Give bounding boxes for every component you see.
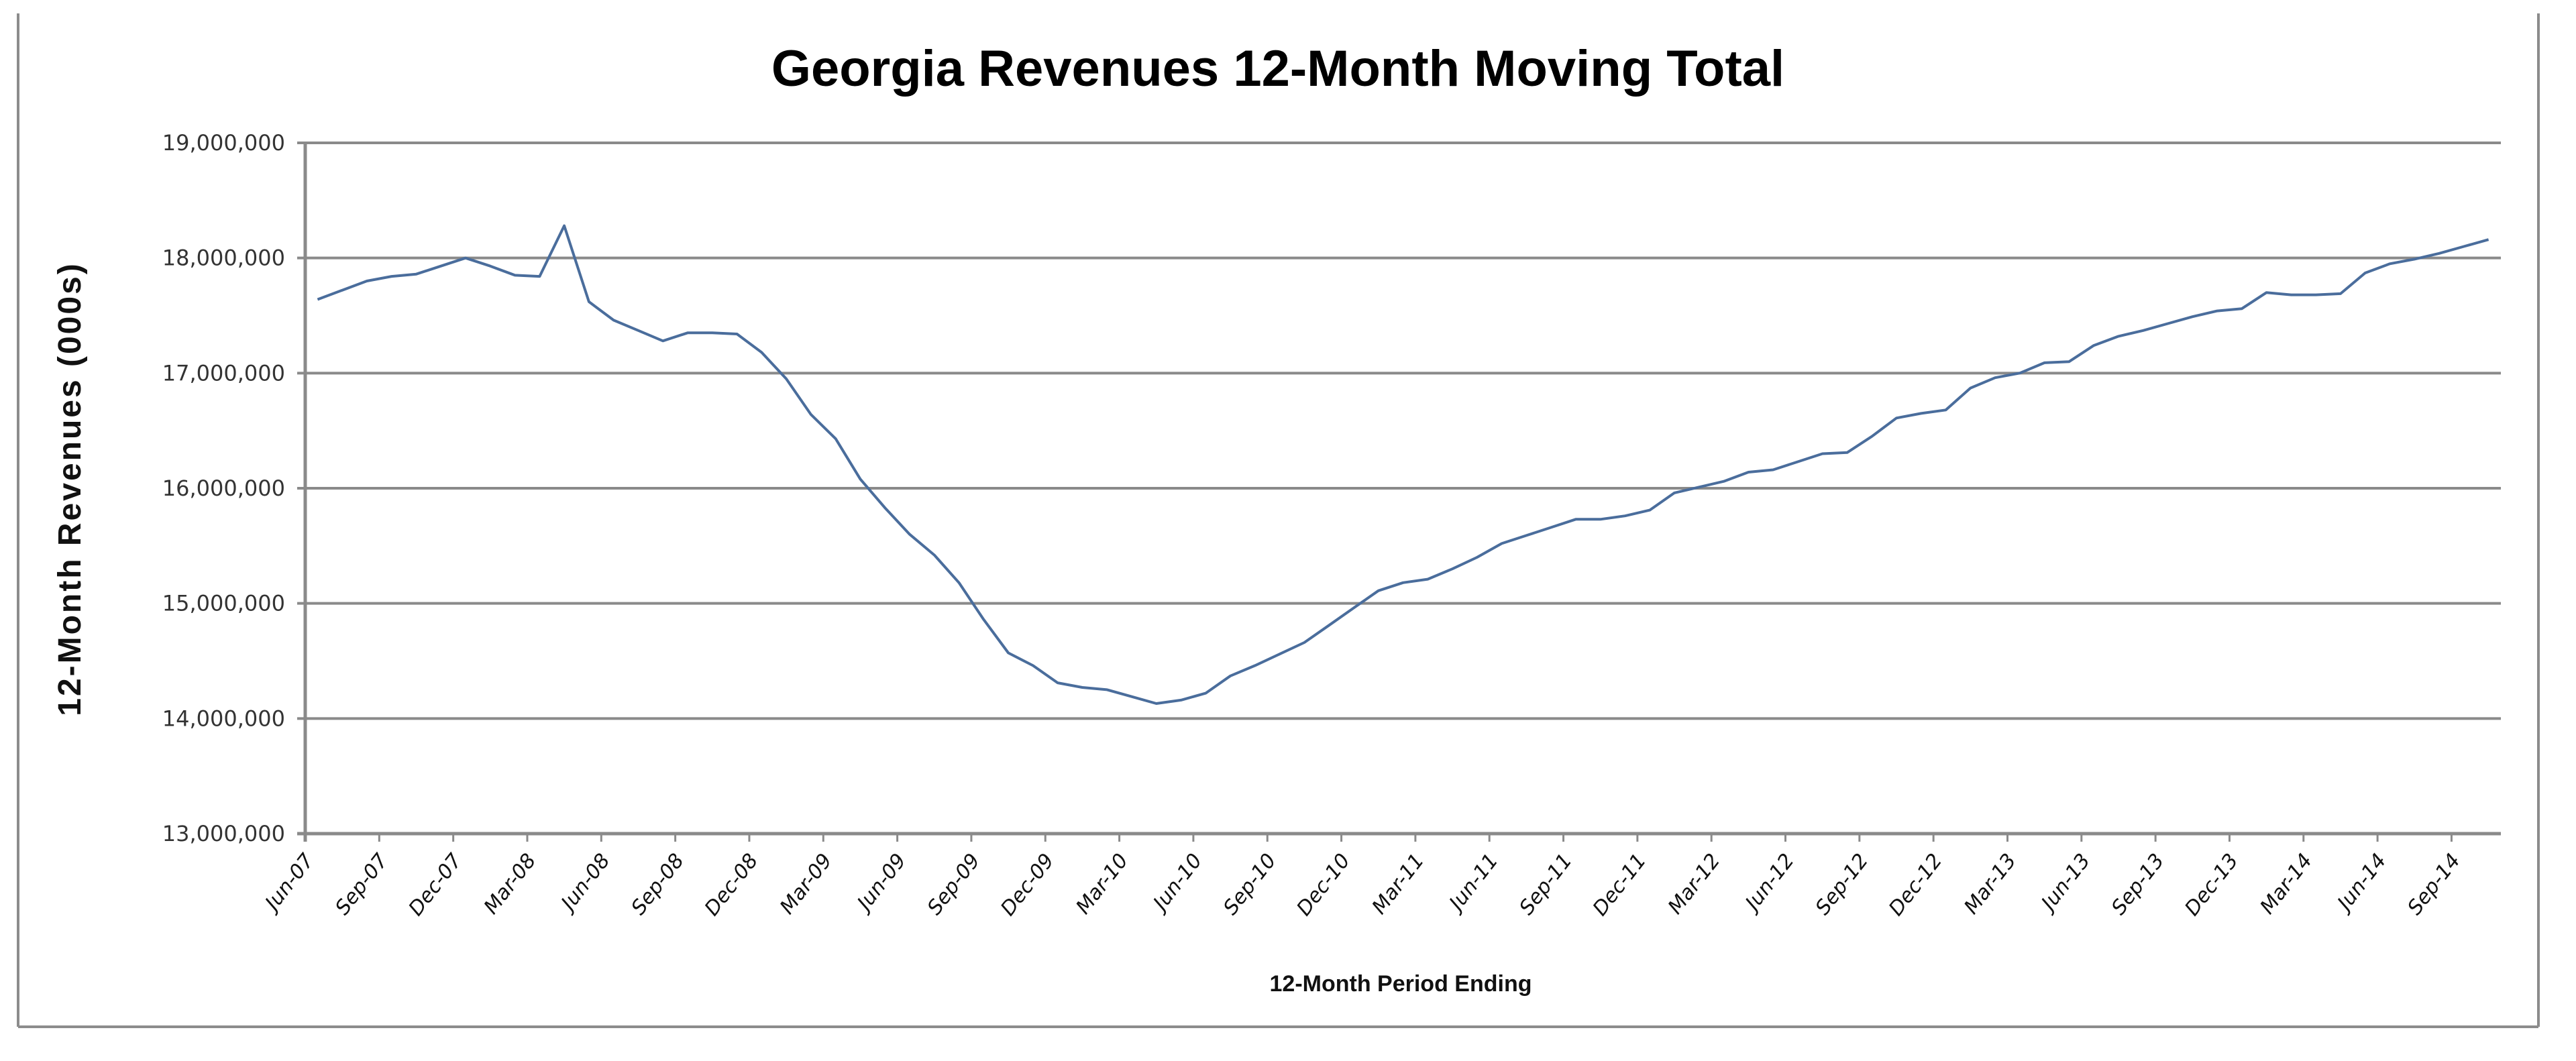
x-tick-label: Jun-14 xyxy=(2331,849,2392,917)
x-tick-label: Sep-08 xyxy=(627,849,689,919)
x-tick-label: Mar-13 xyxy=(1960,849,2021,918)
x-tick-label: Dec-11 xyxy=(1589,849,1651,920)
x-axis-ticks: Jun-07 Sep-07 Dec-07 Mar-08 Jun-08 Sep-08 Dec-… xyxy=(259,834,2465,920)
y-tick-label: 16,000,000 xyxy=(162,476,285,501)
x-tick-label: Mar-08 xyxy=(480,849,541,918)
x-tick-label: Jun-08 xyxy=(555,849,615,917)
x-tick-label: Sep-13 xyxy=(2107,849,2169,919)
x-tick-label: Jun-10 xyxy=(1147,849,1208,917)
x-tick-label: Jun-12 xyxy=(1739,849,1799,917)
y-axis-title: 12-Month Revenues (000s) xyxy=(52,262,88,716)
x-tick-label: Jun-09 xyxy=(851,849,911,917)
x-tick-label: Mar-14 xyxy=(2256,849,2318,918)
x-tick-label: Sep-07 xyxy=(331,849,393,919)
y-tick-label: 15,000,000 xyxy=(162,591,285,616)
gridlines xyxy=(297,142,2501,720)
x-tick-label: Jun-11 xyxy=(1443,849,1503,917)
x-tick-label: Dec-08 xyxy=(700,849,763,920)
x-tick-label: Sep-12 xyxy=(1811,849,1874,919)
x-tick-label: Dec-07 xyxy=(404,849,466,920)
x-tick-label: Mar-09 xyxy=(775,849,837,918)
axes xyxy=(297,143,2501,842)
x-tick-label: Sep-10 xyxy=(1219,849,1281,919)
x-tick-label: Sep-14 xyxy=(2403,849,2465,919)
x-tick-label: Sep-11 xyxy=(1515,849,1577,919)
x-tick-label: Dec-13 xyxy=(2180,849,2243,920)
x-axis-title: 12-Month Period Ending xyxy=(1270,971,1532,997)
x-tick-label: Dec-10 xyxy=(1292,849,1354,920)
x-tick-label: Dec-12 xyxy=(1884,849,1947,920)
x-tick-label: Sep-09 xyxy=(923,849,985,919)
x-tick-label: Mar-11 xyxy=(1368,849,1430,918)
y-tick-label: 13,000,000 xyxy=(162,821,285,846)
series-line xyxy=(317,224,2489,705)
y-tick-label: 18,000,000 xyxy=(162,245,285,271)
y-tick-label: 17,000,000 xyxy=(162,360,285,386)
x-tick-label: Jun-13 xyxy=(2035,849,2095,917)
y-tick-label: 19,000,000 xyxy=(162,130,285,156)
x-tick-label: Mar-10 xyxy=(1071,849,1133,918)
y-axis-ticks: 13,000,000 14,000,000 15,000,000 16,000,000… xyxy=(162,130,305,846)
series-layer xyxy=(317,224,2489,705)
x-tick-label: Mar-12 xyxy=(1664,849,1725,918)
chart-title: Georgia Revenues 12-Month Moving Total xyxy=(771,40,1784,97)
x-tick-label: Jun-07 xyxy=(259,849,319,917)
x-tick-label: Dec-09 xyxy=(996,849,1059,920)
y-tick-label: 14,000,000 xyxy=(162,706,285,731)
